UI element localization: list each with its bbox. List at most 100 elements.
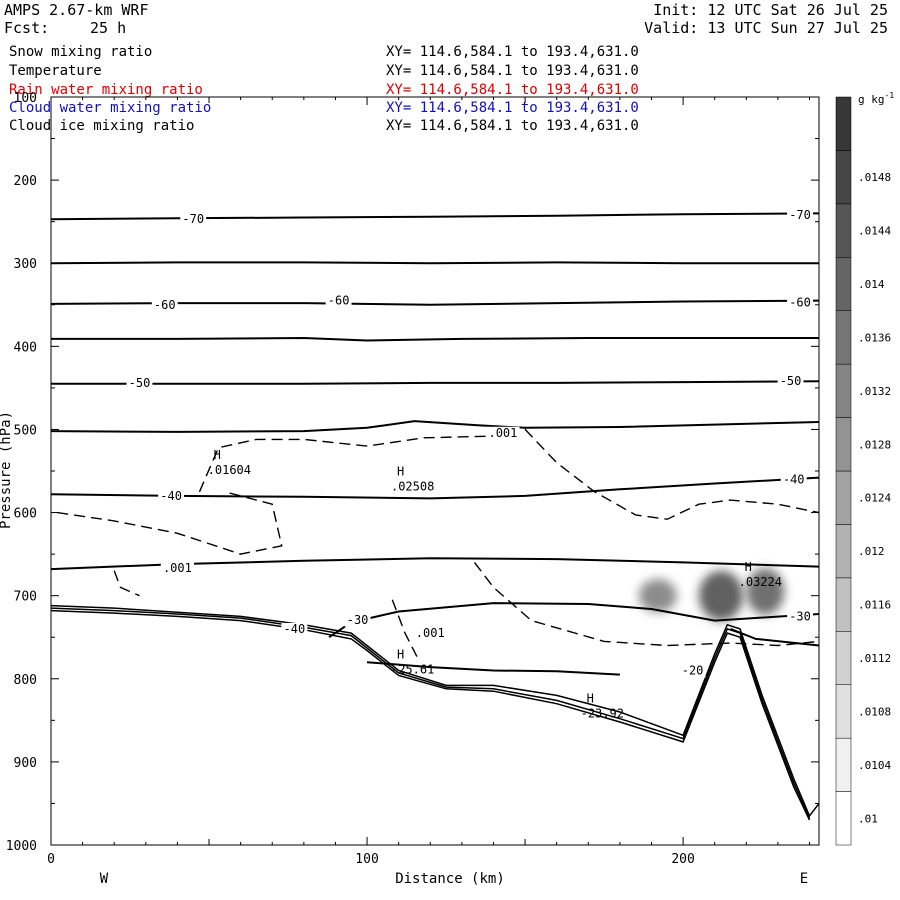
colorbar-cell [835,577,852,632]
init-time: Init: 12 UTC Sat 26 Jul 25 [653,1,888,19]
colorbar-tick-label: .014 [858,278,885,291]
plot-frame [50,96,820,846]
y-tick-label: 500 [14,423,37,438]
contour-label-mask [325,294,352,308]
colorbar-cell [835,791,852,846]
colorbar-tick-label: .0112 [858,652,891,665]
high-value: -25.61 [391,662,434,676]
x-tick-label: 0 [47,852,55,867]
axes-layer: 100 200 300 400 500 600 700 800 900 1000 0 100 200 [6,91,819,867]
temperature-contour [50,212,820,221]
contour-label-mask [344,613,371,627]
snow-contour-label: .001 [416,626,445,640]
snow-shading-layer [638,568,785,621]
contour-label-mask [787,296,813,310]
y-tick-label: 600 [14,507,37,522]
y-tick-label: 200 [14,174,37,189]
colorbar-tick-label: .0124 [858,492,891,505]
contour-label-mask [787,209,813,223]
contour-label-mask [158,489,185,503]
snow-contour [391,599,419,659]
temperature-contour [50,261,819,265]
colorbar-tick-label: .012 [858,545,885,558]
x-axis-label: Distance (km) [395,871,505,887]
colorbar-tick-label: .0148 [858,171,891,184]
temperature-label: -50 [780,374,802,388]
colorbar-tick-label: .0136 [858,331,891,344]
colorbar-units: g kg-1 [858,91,894,106]
contour-label-mask [777,375,804,389]
x-tick-label: 200 [671,852,694,867]
colorbar: .01 .0104 .0108 .0112 .0116 .012 .0124 .0128 .01… [835,96,891,846]
colorbar-tick-label: .01 [858,812,878,825]
contour-label-mask [180,213,207,227]
y-tick-label: 900 [14,756,37,771]
temperature-contour [50,476,820,500]
colorbar-cell [835,524,852,579]
terrain-line [50,607,811,819]
x-tick-label: 100 [355,852,378,867]
temperature-label: -40 [160,489,182,503]
colorbar-cell [835,96,852,151]
temperature-label: -40 [284,622,306,636]
x-end-label-west: W [100,871,109,887]
label-layer: -70 -70 -60 -60 -60 -50 -50 -40 -40 -40 -30 -30 -20.… [126,208,813,720]
contour-label-mask [160,562,195,576]
temperature-label: -20 [682,663,704,677]
colorbar-cell [835,150,852,205]
temperature-contour [366,661,620,676]
forecast-label: Fcst: [4,19,50,37]
contour-label-mask [413,627,447,641]
x-end-label-east: E [800,871,808,887]
high-marker: H [745,560,752,574]
high-marker: H [397,464,404,478]
contour-label-mask [151,298,178,312]
legend-entry-name: Rain water mixing ratio [9,82,203,98]
colorbar-cell [835,310,852,365]
colorbar-tick-label: .0104 [858,759,891,772]
y-tick-label: 700 [14,590,37,605]
legend-entry-name: Cloud water mixing ratio [9,100,212,116]
colorbar-cell [835,203,852,258]
y-tick-label: 400 [14,340,37,355]
legend-entry-xy: XY= 114.6,584.1 to 193.4,631.0 [386,100,639,116]
snow-contour [57,491,283,555]
temperature-label: -70 [182,212,204,226]
high-value: .01604 [208,463,251,477]
high-value: .03224 [739,575,782,589]
high-marker: H [397,647,404,661]
valid-time: Valid: 13 UTC Sun 27 Jul 25 [644,19,888,37]
high-value: -23.92 [581,706,624,720]
colorbar-cell [835,417,852,472]
colorbar-cell [835,737,852,792]
terrain-line [50,609,811,821]
snow-contour [473,561,820,647]
temperature-label: -60 [328,294,350,308]
temperature-label: -50 [129,376,151,390]
colorbar-tick-label: .0144 [858,225,891,238]
y-tick-label: 100 [14,91,37,106]
snow-shading-blob [746,568,785,615]
high-value: .02508 [391,479,434,493]
contour-label-mask [126,376,153,390]
legend-entry-name: Snow mixing ratio [9,44,153,60]
temperature-contour [51,380,820,385]
temperature-label: -60 [154,298,176,312]
legend-entry-xy: XY= 114.6,584.1 to 193.4,631.0 [386,82,639,98]
contour-label-mask [780,473,807,487]
temperature-label: -30 [789,609,811,623]
colorbar-cell [835,470,852,525]
snow-contour [113,570,140,597]
temperature-label: -70 [789,208,811,222]
snow-shading-blob [698,570,744,621]
colorbar-tick-label: .0108 [858,705,891,718]
temperature-contour [50,420,820,433]
temperature-label: -30 [347,613,369,627]
y-tick-label: 800 [14,673,37,688]
y-tick-label: 300 [14,257,37,272]
contour-label-mask [486,426,520,440]
forecast-hours: 25 h [90,19,127,37]
legend-entry-name: Temperature [9,63,102,79]
colorbar-tick-label: .0128 [858,438,891,451]
